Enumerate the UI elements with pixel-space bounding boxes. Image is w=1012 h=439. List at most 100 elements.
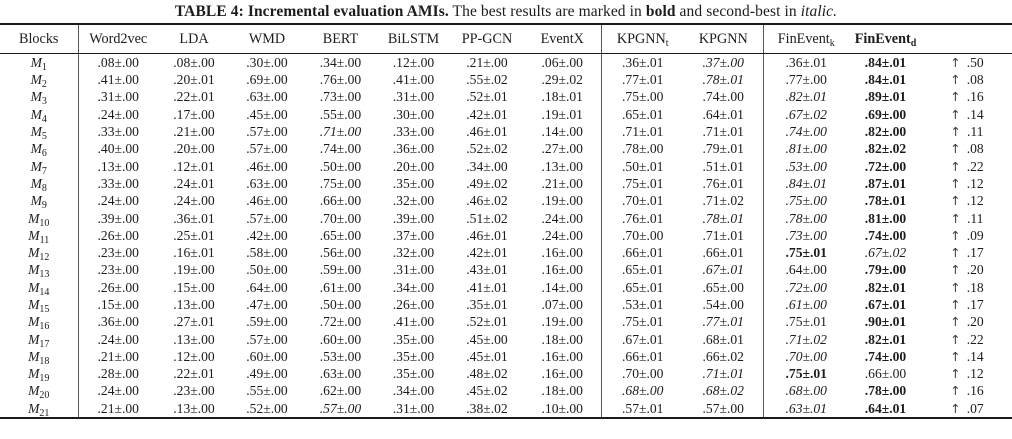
ami-cell: .21±.00 <box>97 400 139 416</box>
ami-cell: .52±.01 <box>466 89 508 105</box>
ami-cell: .76±.01 <box>622 210 664 226</box>
table-body: M1 .08±.00 .08±.00 .30±.00 .34±.00 .12±.00 .21… <box>0 53 1012 418</box>
ami-cell: .51±.02 <box>466 210 508 226</box>
ami-cell: .72±.00 <box>319 314 362 330</box>
ami-cell: .52±.02 <box>466 141 508 157</box>
ami-cell: .57±.00 <box>319 400 362 416</box>
table-header: Blocks Word2vec LDA WMD BERT BiLSTM PP-GCN Even… <box>0 24 1012 54</box>
ami-cell: .84±.01 <box>864 72 907 88</box>
table-row: M2 .41±.00 .20±.01 .69±.00 .76±.00 .41±.00 .55… <box>0 71 1012 90</box>
ami-cell: .20±.00 <box>392 158 435 174</box>
block-label: M15 <box>0 296 79 315</box>
column-header-fineventd: FinEventd <box>849 24 922 54</box>
ami-cell: .36±.00 <box>392 141 435 157</box>
ami-cell: .82±.01 <box>864 331 907 347</box>
up-arrow-icon: ↑ <box>950 72 961 88</box>
ami-cell: .36±.00 <box>97 314 139 330</box>
ami-cell: .16±.00 <box>524 244 602 262</box>
ami-cell: .55±.00 <box>246 383 288 399</box>
improvement-cell: ↑ .08 <box>950 141 984 157</box>
column-header-bert: BERT <box>304 24 377 54</box>
ami-cell: .55±.00 <box>319 106 362 122</box>
improvement-cell: ↑ .22 <box>950 158 984 174</box>
column-header-kpgnnt: KPGNNt <box>601 24 684 54</box>
column-header-word2vec: Word2vec <box>78 24 158 54</box>
table-row: M15 .15±.00 .13±.00 .47±.00 .50±.00 .26±.00 .3… <box>0 296 1012 315</box>
ami-cell: .67±.02 <box>864 245 907 261</box>
ami-cell: .19±.00 <box>524 313 602 331</box>
ami-cell: .37±.00 <box>684 53 764 72</box>
block-label: M6 <box>0 140 79 159</box>
ami-cell: .23±.00 <box>97 245 139 261</box>
table-row: M5 .33±.00 .21±.00 .57±.00 .71±.00 .33±.00 .46… <box>0 123 1012 142</box>
ami-cell: .34±.00 <box>466 158 508 174</box>
ami-cell: .87±.01 <box>864 175 907 191</box>
ami-cell: .57±.00 <box>246 210 288 226</box>
ami-cell: .13±.00 <box>173 400 215 416</box>
block-label: M1 <box>0 53 79 72</box>
ami-cell: .69±.00 <box>246 72 288 88</box>
ami-cell: .17±.00 <box>173 106 215 122</box>
ami-cell: .78±.01 <box>684 71 764 89</box>
ami-cell: .72±.00 <box>864 158 907 174</box>
ami-cell: .07±.00 <box>524 296 602 314</box>
ami-cell: .20±.00 <box>173 141 215 157</box>
ami-cell: .52±.00 <box>246 400 288 416</box>
ami-cell: .77±.00 <box>785 72 827 88</box>
ami-cell: .30±.00 <box>392 106 435 122</box>
ami-cell: .21±.00 <box>173 124 215 140</box>
block-label: M11 <box>0 226 79 245</box>
ami-cell: .81±.00 <box>864 210 907 226</box>
column-header-delta <box>922 24 1012 54</box>
table-row: M12 .23±.00 .16±.01 .58±.00 .56±.00 .32±.00 .4… <box>0 244 1012 263</box>
block-label: M3 <box>0 88 79 107</box>
table-row: M11 .26±.00 .25±.01 .42±.00 .65±.00 .37±.00 .4… <box>0 226 1012 245</box>
ami-cell: .39±.00 <box>97 210 139 226</box>
ami-cell: .41±.01 <box>466 279 508 295</box>
ami-cell: .13±.00 <box>173 297 215 312</box>
improvement-cell: ↑ .20 <box>950 314 984 330</box>
ami-cell: .61±.00 <box>785 297 827 312</box>
paper-table-page: TABLE 4: Incremental evaluation AMIs. Th… <box>0 3 1012 420</box>
ami-cell: .19±.01 <box>524 105 602 124</box>
ami-cell: .56±.00 <box>319 245 362 261</box>
ami-cell: .82±.00 <box>864 124 907 140</box>
ami-cell: .57±.00 <box>246 141 288 157</box>
improvement-cell: ↑ .11 <box>950 210 984 226</box>
ami-cell: .62±.00 <box>319 383 362 399</box>
block-label: M17 <box>0 330 79 349</box>
ami-cell: .46±.00 <box>246 158 288 174</box>
table-row: M1 .08±.00 .08±.00 .30±.00 .34±.00 .12±.00 .21… <box>0 53 1012 72</box>
ami-cell: .64±.01 <box>684 105 764 124</box>
ami-cell: .66±.01 <box>622 348 664 364</box>
ami-cell: .16±.00 <box>524 348 602 366</box>
ami-cell: .36±.01 <box>785 54 827 70</box>
improvement-cell: ↑ .14 <box>950 106 984 122</box>
ami-cell: .53±.01 <box>622 297 664 312</box>
ami-cell: .23±.00 <box>173 383 215 399</box>
ami-cell: .30±.00 <box>246 54 288 70</box>
ami-cell: .15±.00 <box>173 279 215 295</box>
ami-cell: .59±.00 <box>319 262 362 278</box>
ami-cell: .39±.00 <box>392 210 435 226</box>
improvement-cell: ↑ .17 <box>950 297 984 312</box>
ami-cell: .31±.00 <box>97 89 139 105</box>
ami-cell: .71±.01 <box>684 123 764 141</box>
ami-cell: .64±.00 <box>785 262 827 278</box>
improvement-cell: ↑ .08 <box>950 72 984 88</box>
ami-cell: .67±.01 <box>684 261 764 279</box>
up-arrow-icon: ↑ <box>950 106 961 122</box>
ami-cell: .16±.00 <box>524 261 602 279</box>
ami-cell: .37±.00 <box>392 227 435 243</box>
ami-cell: .63±.00 <box>319 366 362 382</box>
up-arrow-icon: ↑ <box>950 54 961 70</box>
column-header-blocks: Blocks <box>0 24 79 54</box>
ami-cell: .46±.02 <box>466 193 508 209</box>
ami-cell: .74±.00 <box>684 88 764 106</box>
ami-cell: .75±.01 <box>785 366 827 382</box>
ami-cell: .40±.00 <box>97 141 139 157</box>
ami-cell: .75±.01 <box>785 245 827 261</box>
block-label: M19 <box>0 365 79 384</box>
ami-cell: .45±.02 <box>466 383 508 399</box>
ami-cell: .31±.00 <box>392 89 435 105</box>
